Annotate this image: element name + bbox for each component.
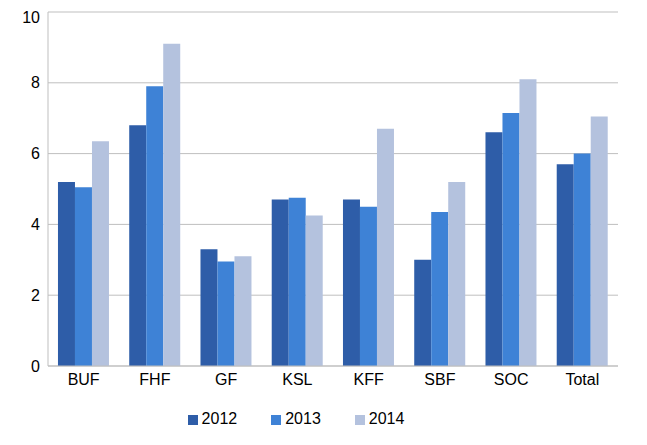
html-text:2014: 2014: [368, 410, 405, 427]
svg-text:SBF: SBF: [424, 371, 455, 388]
svg-text:FHF: FHF: [139, 371, 170, 388]
svg-text:BUF: BUF: [68, 371, 100, 388]
svg-text:10: 10: [22, 9, 40, 26]
svg-text:Total: Total: [565, 371, 599, 388]
svg-text:4: 4: [31, 216, 40, 233]
svg-text:SOC: SOC: [494, 371, 529, 388]
svg-text:KFF: KFF: [354, 371, 384, 388]
html-text:2012: 2012: [201, 410, 238, 427]
svg-text:8: 8: [31, 74, 40, 91]
svg-text:6: 6: [31, 145, 40, 162]
svg-text:2: 2: [31, 287, 40, 304]
svg-text:KSL: KSL: [282, 371, 312, 388]
html-text:2013: 2013: [285, 410, 321, 427]
svg-text:GF: GF: [215, 371, 237, 388]
svg-text:0: 0: [31, 358, 40, 375]
